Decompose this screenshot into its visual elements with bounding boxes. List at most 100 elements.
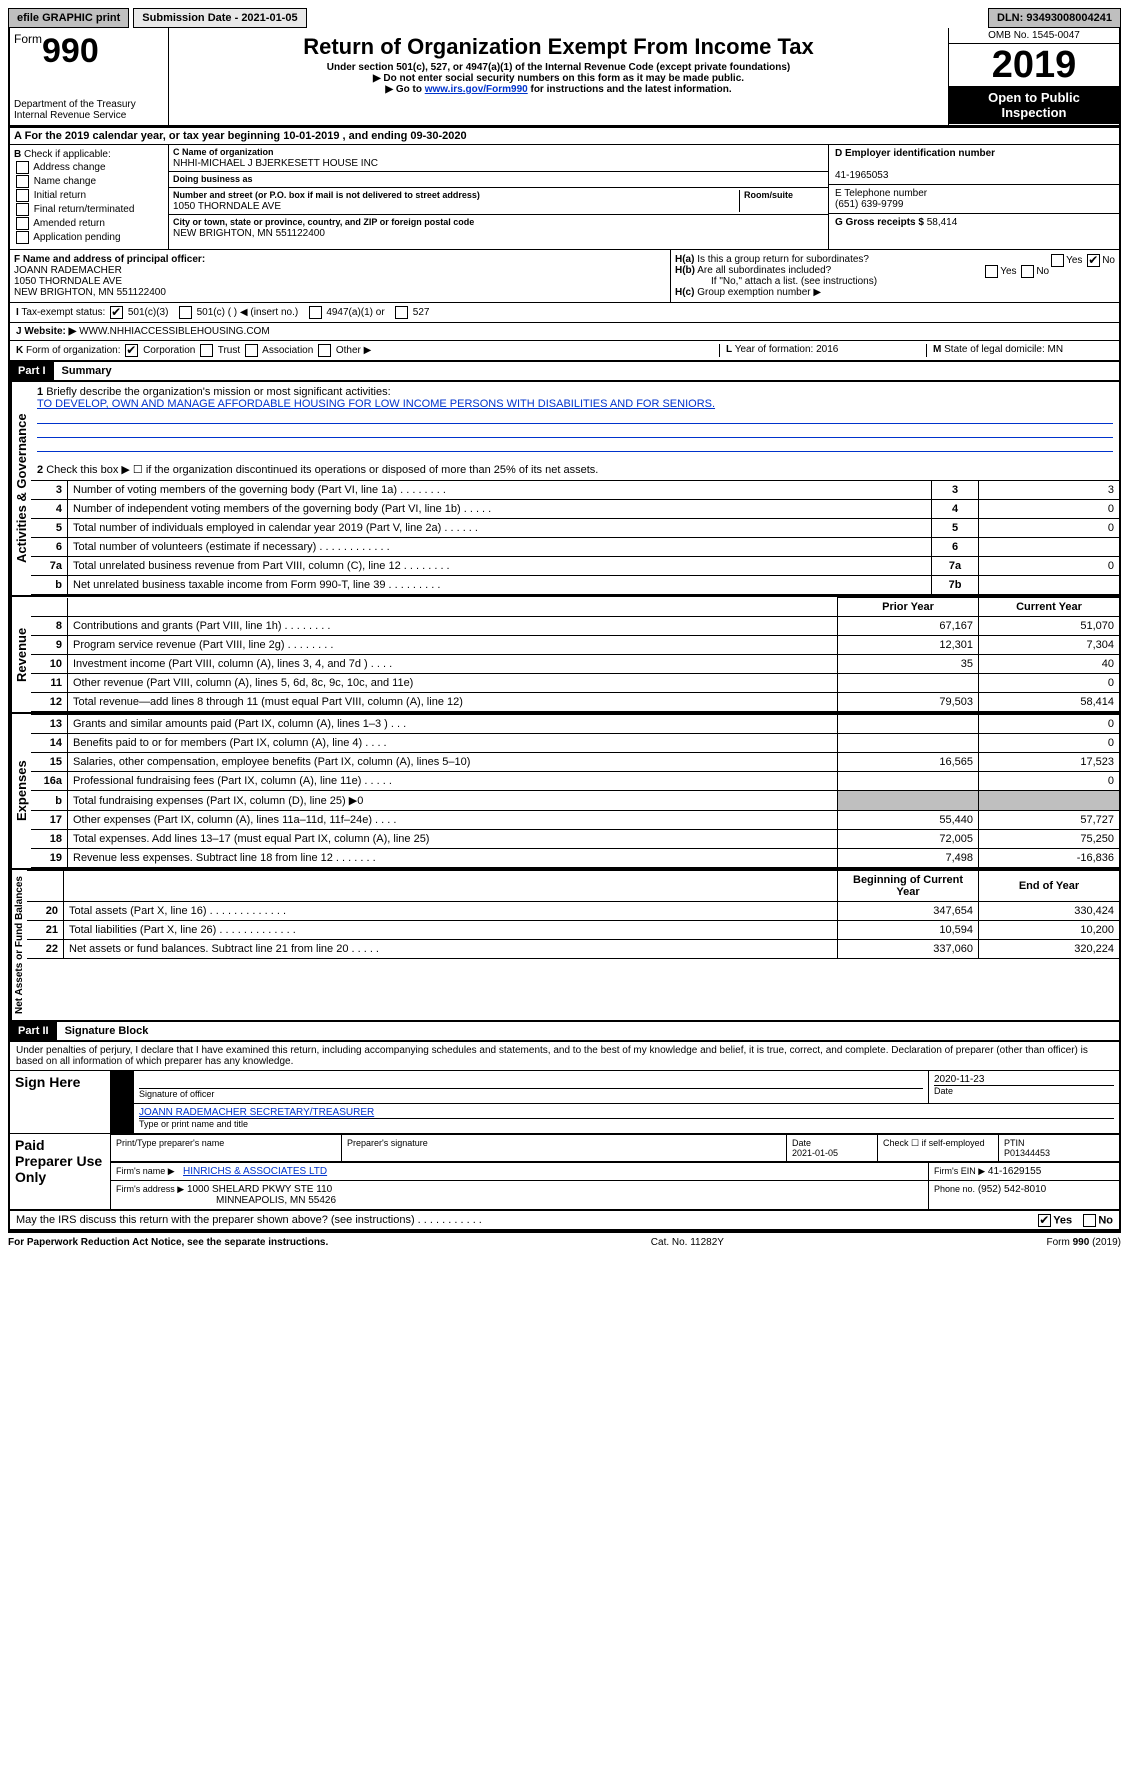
city-lbl: City or town, state or province, country… (173, 217, 474, 227)
chk-501c3[interactable] (110, 306, 123, 319)
col-deg: D Employer identification number 41-1965… (828, 145, 1119, 249)
tax-year: 2019 (949, 44, 1119, 86)
hb-yes[interactable] (985, 265, 998, 278)
chk-corp[interactable] (125, 344, 138, 357)
chk-assoc[interactable] (245, 344, 258, 357)
efile-badge: efile GRAPHIC print (8, 8, 129, 28)
firm-addr-lbl: Firm's address ▶ (116, 1184, 184, 1194)
exp-table: 13Grants and similar amounts paid (Part … (31, 714, 1119, 868)
domicile-state: MN (1048, 344, 1064, 355)
hdr-beg: Beginning of Current Year (838, 871, 979, 902)
net-table: Beginning of Current YearEnd of Year 20T… (27, 870, 1119, 959)
discuss-text: May the IRS discuss this return with the… (16, 1214, 482, 1226)
phone-val: (651) 639-9799 (835, 199, 903, 210)
row-m: M State of legal domicile: MN (926, 344, 1113, 357)
form-word: Form (14, 32, 42, 46)
firm-addr1: 1000 SHELARD PKWY STE 110 (187, 1184, 332, 1195)
subtitle-2: ▶ Do not enter social security numbers o… (173, 73, 944, 84)
side-netassets: Net Assets or Fund Balances (10, 870, 27, 1020)
dln: DLN: 93493008004241 (988, 8, 1121, 28)
row-k: K Form of organization: Corporation Trus… (16, 344, 719, 357)
q1-lbl: Briefly describe the organization's miss… (46, 386, 390, 398)
principal-officer: F Name and address of principal officer:… (10, 250, 670, 302)
k-lbl: Form of organization: (26, 345, 121, 356)
b-label: Check if applicable: (24, 149, 111, 160)
chk-501c[interactable] (179, 306, 192, 319)
omb-number: OMB No. 1545-0047 (949, 28, 1119, 44)
side-expenses: Expenses (10, 714, 31, 868)
chk-address-change[interactable] (16, 161, 29, 174)
col-c: C Name of organization NHHI-MICHAEL J BJ… (169, 145, 828, 249)
ha-text: Is this a group return for subordinates? (697, 254, 869, 265)
dba-lbl: Doing business as (173, 174, 253, 184)
chk-4947[interactable] (309, 306, 322, 319)
hb-no[interactable] (1021, 265, 1034, 278)
chk-other[interactable] (318, 344, 331, 357)
entity-block: A For the 2019 calendar year, or tax yea… (8, 127, 1121, 362)
f-lbl: F Name and address of principal officer: (14, 254, 205, 265)
side-revenue: Revenue (10, 597, 31, 712)
chk-initial-return[interactable] (16, 189, 29, 202)
perjury-declaration: Under penalties of perjury, I declare th… (8, 1042, 1121, 1070)
sig-officer-lbl: Signature of officer (139, 1089, 214, 1099)
website-lbl: Website: ▶ (24, 326, 76, 337)
check-self: Check ☐ if self-employed (878, 1135, 999, 1162)
gross-lbl: G Gross receipts $ (835, 217, 924, 228)
badge-open: Open to Public (988, 90, 1080, 105)
ptin: P01344453 (1004, 1148, 1050, 1158)
chk-name-change[interactable] (16, 175, 29, 188)
part2-header: Part II Signature Block (8, 1022, 1121, 1042)
discuss-yes[interactable] (1038, 1214, 1051, 1227)
officer-printed[interactable]: JOANN RADEMACHER SECRETARY/TREASURER (139, 1107, 374, 1118)
part1-body: Activities & Governance 1 Briefly descri… (8, 382, 1121, 597)
form990-link[interactable]: www.irs.gov/Form990 (425, 84, 528, 95)
part1-title: Summary (54, 362, 120, 380)
q2-text: Check this box ▶ ☐ if the organization d… (46, 464, 598, 476)
date-lbl: Date (934, 1086, 953, 1096)
goto-post: for instructions and the latest informat… (528, 84, 732, 95)
ha-no[interactable] (1087, 254, 1100, 267)
line1: 1 Briefly describe the organization's mi… (31, 382, 1119, 459)
part2-badge: Part II (10, 1022, 57, 1040)
row-a-year: A For the 2019 calendar year, or tax yea… (10, 128, 1119, 145)
footer-left: For Paperwork Reduction Act Notice, see … (8, 1237, 328, 1248)
row-j: J Website: ▶ WWW.NHHIACCESSIBLEHOUSING.C… (10, 322, 1119, 340)
hc-text: Group exemption number ▶ (697, 287, 821, 298)
mission-text[interactable]: TO DEVELOP, OWN AND MANAGE AFFORDABLE HO… (37, 398, 715, 410)
badge-inspection: Inspection (1001, 105, 1066, 120)
footer-right: Form 990 (2019) (1047, 1237, 1121, 1248)
discuss-row: May the IRS discuss this return with the… (8, 1211, 1121, 1231)
prep-date: 2021-01-05 (792, 1148, 838, 1158)
hdr-prior: Prior Year (838, 598, 979, 617)
part1-badge: Part I (10, 362, 54, 380)
side-activities-gov: Activities & Governance (10, 382, 31, 595)
paid-preparer: Paid Preparer Use Only (9, 1134, 111, 1211)
ein-lbl: D Employer identification number (835, 148, 995, 159)
phone-lbl: E Telephone number (835, 188, 927, 199)
goto-pre: ▶ Go to (385, 84, 424, 95)
hb-text: Are all subordinates included? (697, 265, 831, 276)
line2: 2 Check this box ▶ ☐ if the organization… (31, 459, 1119, 480)
chk-amended[interactable] (16, 217, 29, 230)
sign-here: Sign Here (9, 1071, 111, 1134)
part1-header: Part I Summary (8, 362, 1121, 382)
submission-date: Submission Date - 2021-01-05 (133, 8, 306, 28)
chk-final-return[interactable] (16, 203, 29, 216)
firm-addr2: MINNEAPOLIS, MN 55426 (116, 1195, 336, 1206)
discuss-no[interactable] (1083, 1214, 1096, 1227)
org-name: NHHI-MICHAEL J BJERKESETT HOUSE INC (173, 158, 378, 169)
officer-addr1: 1050 THORNDALE AVE (14, 276, 122, 287)
sig-date: 2020-11-23 (934, 1074, 1114, 1086)
signature-table: Sign Here Signature of officer 2020-11-2… (8, 1070, 1121, 1211)
chk-trust[interactable] (200, 344, 213, 357)
chk-app-pending[interactable] (16, 231, 29, 244)
firm-name[interactable]: HINRICHS & ASSOCIATES LTD (183, 1166, 327, 1177)
ha-yes[interactable] (1051, 254, 1064, 267)
gov-table: 3Number of voting members of the governi… (31, 480, 1119, 595)
form-number: 990 (42, 32, 99, 70)
addr-lbl: Number and street (or P.O. box if mail i… (173, 190, 480, 200)
chk-527[interactable] (395, 306, 408, 319)
firm-name-lbl: Firm's name ▶ (116, 1166, 175, 1176)
c-name-lbl: C Name of organization (173, 147, 274, 157)
dept-label: Department of the Treasury Internal Reve… (14, 99, 164, 121)
